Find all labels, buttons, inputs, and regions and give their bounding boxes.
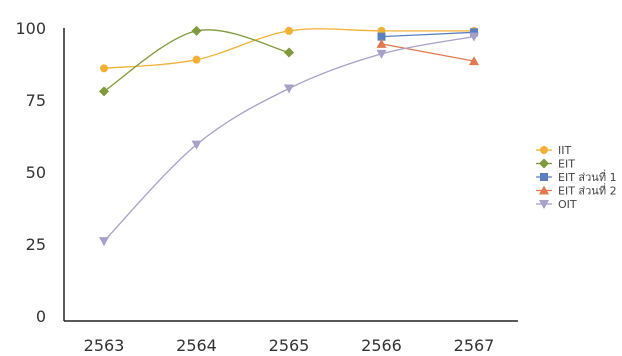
- x-tick-label: 2565: [269, 336, 310, 355]
- legend-marker: [540, 146, 548, 154]
- data-point: [193, 56, 201, 64]
- data-point: [99, 86, 109, 96]
- x-tick-label: 2564: [176, 336, 217, 355]
- x-tick-label: 2563: [84, 336, 125, 355]
- legend-label: EIT ส่วนที่ 1: [558, 169, 617, 184]
- legend-label: EIT ส่วนที่ 2: [558, 183, 617, 198]
- data-point: [99, 237, 109, 246]
- y-tick-label: 75: [26, 91, 46, 110]
- y-tick-label: 100: [15, 19, 46, 38]
- data-point: [284, 84, 294, 93]
- legend-label: EIT: [558, 158, 575, 171]
- legend-marker: [539, 159, 549, 169]
- data-point: [192, 26, 202, 36]
- legend-marker: [540, 173, 548, 181]
- y-tick-label: 25: [26, 235, 46, 254]
- legend-label: IIT: [558, 144, 571, 157]
- data-point: [100, 64, 108, 72]
- y-tick-label: 0: [36, 307, 46, 326]
- series-line: [382, 32, 475, 36]
- data-point: [285, 27, 293, 35]
- x-tick-label: 2567: [454, 336, 495, 355]
- series-line: [104, 37, 474, 241]
- series-line: [382, 44, 475, 61]
- y-tick-label: 50: [26, 163, 46, 182]
- data-point: [284, 47, 294, 57]
- legend-label: OIT: [558, 198, 577, 211]
- x-tick-label: 2566: [361, 336, 402, 355]
